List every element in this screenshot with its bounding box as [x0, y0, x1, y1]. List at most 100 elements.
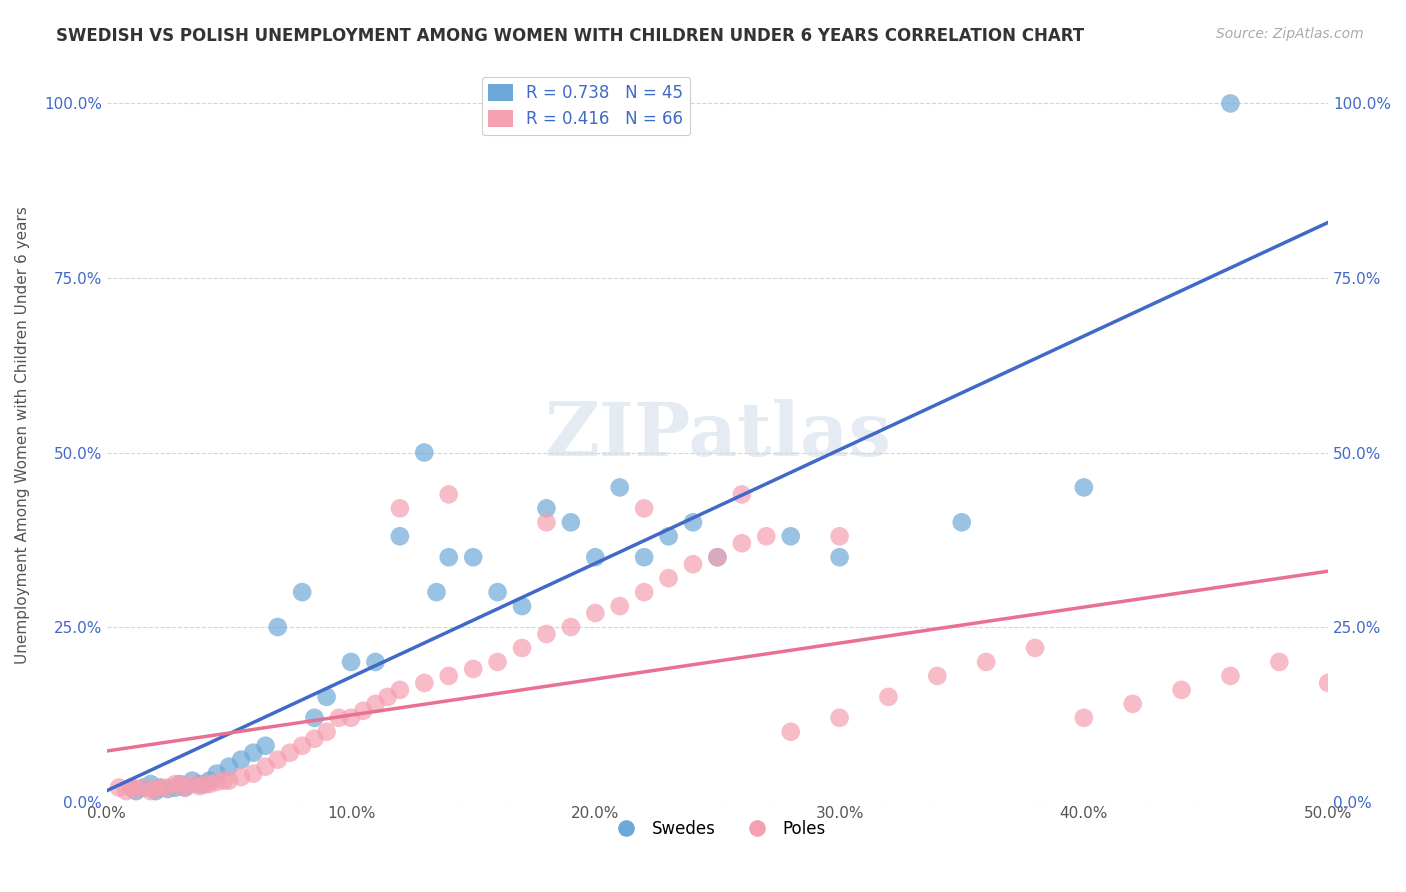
Point — [706, 550, 728, 565]
Point — [364, 655, 387, 669]
Point — [165, 780, 187, 795]
Point — [315, 724, 337, 739]
Point — [1073, 480, 1095, 494]
Point — [156, 782, 179, 797]
Point — [212, 773, 235, 788]
Point — [242, 746, 264, 760]
Point — [510, 599, 533, 613]
Point — [254, 739, 277, 753]
Point — [108, 780, 131, 795]
Point — [291, 585, 314, 599]
Legend: Swedes, Poles: Swedes, Poles — [603, 814, 832, 845]
Point — [510, 640, 533, 655]
Point — [682, 558, 704, 572]
Point — [927, 669, 949, 683]
Point — [779, 724, 801, 739]
Point — [486, 585, 509, 599]
Point — [198, 777, 221, 791]
Point — [828, 529, 851, 543]
Point — [198, 773, 221, 788]
Point — [120, 780, 142, 795]
Point — [658, 571, 681, 585]
Point — [633, 585, 655, 599]
Point — [120, 780, 142, 795]
Point — [1170, 682, 1192, 697]
Point — [193, 777, 215, 791]
Point — [633, 501, 655, 516]
Point — [731, 487, 754, 501]
Point — [388, 501, 411, 516]
Point — [1122, 697, 1144, 711]
Point — [218, 759, 240, 773]
Point — [425, 585, 447, 599]
Point — [205, 775, 228, 789]
Point — [437, 669, 460, 683]
Point — [560, 516, 582, 530]
Point — [267, 620, 290, 634]
Point — [218, 773, 240, 788]
Point — [267, 753, 290, 767]
Point — [536, 501, 558, 516]
Point — [1268, 655, 1291, 669]
Point — [242, 766, 264, 780]
Point — [229, 770, 252, 784]
Point — [755, 529, 778, 543]
Point — [132, 780, 155, 795]
Point — [583, 550, 606, 565]
Point — [609, 599, 631, 613]
Point — [1317, 676, 1340, 690]
Point — [352, 704, 374, 718]
Point — [181, 773, 204, 788]
Point — [169, 777, 191, 791]
Point — [132, 780, 155, 795]
Point — [174, 780, 197, 795]
Point — [125, 782, 148, 797]
Point — [828, 711, 851, 725]
Point — [315, 690, 337, 704]
Point — [437, 487, 460, 501]
Point — [388, 529, 411, 543]
Point — [145, 782, 167, 797]
Point — [779, 529, 801, 543]
Point — [1073, 711, 1095, 725]
Point — [658, 529, 681, 543]
Point — [364, 697, 387, 711]
Point — [340, 711, 363, 725]
Point — [974, 655, 997, 669]
Point — [463, 662, 485, 676]
Point — [583, 606, 606, 620]
Point — [156, 780, 179, 795]
Point — [486, 655, 509, 669]
Point — [1219, 96, 1241, 111]
Point — [278, 746, 301, 760]
Point — [125, 784, 148, 798]
Point — [205, 766, 228, 780]
Text: ZIPatlas: ZIPatlas — [544, 399, 891, 472]
Point — [254, 759, 277, 773]
Point — [609, 480, 631, 494]
Point — [536, 516, 558, 530]
Point — [633, 550, 655, 565]
Point — [1024, 640, 1046, 655]
Point — [706, 550, 728, 565]
Y-axis label: Unemployment Among Women with Children Under 6 years: Unemployment Among Women with Children U… — [15, 206, 30, 664]
Point — [340, 655, 363, 669]
Point — [193, 777, 215, 791]
Point — [149, 780, 172, 795]
Point — [437, 550, 460, 565]
Point — [377, 690, 399, 704]
Point — [188, 779, 211, 793]
Point — [560, 620, 582, 634]
Point — [145, 784, 167, 798]
Point — [413, 676, 436, 690]
Point — [181, 777, 204, 791]
Point — [304, 731, 326, 746]
Point — [413, 445, 436, 459]
Point — [731, 536, 754, 550]
Text: SWEDISH VS POLISH UNEMPLOYMENT AMONG WOMEN WITH CHILDREN UNDER 6 YEARS CORRELATI: SWEDISH VS POLISH UNEMPLOYMENT AMONG WOM… — [56, 27, 1084, 45]
Point — [188, 777, 211, 791]
Point — [304, 711, 326, 725]
Point — [139, 777, 162, 791]
Point — [1219, 669, 1241, 683]
Point — [115, 784, 138, 798]
